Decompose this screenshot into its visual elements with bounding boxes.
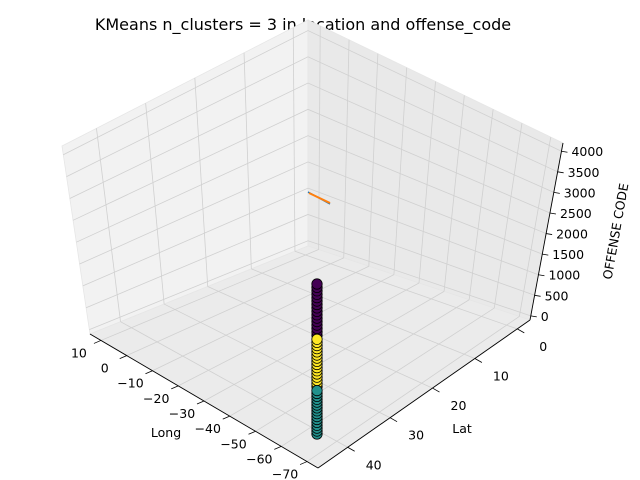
y-tick-label-2: 20 xyxy=(451,398,467,413)
z-tick-mark-4 xyxy=(546,233,553,235)
z-tick-mark-1 xyxy=(534,294,541,297)
scatter-points xyxy=(311,278,323,440)
y-tick-mark-1 xyxy=(474,358,483,363)
x-wall-gridline-4 xyxy=(418,81,436,284)
y-tick-mark-3 xyxy=(389,417,398,423)
y-tick-mark-0 xyxy=(517,328,525,334)
x-wall-gridline-0 xyxy=(318,25,321,250)
x-tick-label-7: −60 xyxy=(246,451,272,466)
z-axis-line xyxy=(529,142,564,321)
x-wall-gridline-6 xyxy=(468,109,494,300)
z-tick-mark-7 xyxy=(557,171,564,174)
x-floor-gridline-5 xyxy=(229,291,445,417)
y-wall-gridline-0 xyxy=(292,27,296,252)
y-wall-gridline-1 xyxy=(243,52,252,269)
z-axis-label: OFFENSE CODE xyxy=(600,182,632,281)
x-tick-label-0: 10 xyxy=(71,345,87,360)
y-tick-label-0: 0 xyxy=(539,339,547,354)
y-floor-gridline-0 xyxy=(294,250,518,330)
x-wall-gridline-1 xyxy=(343,39,350,258)
x-floor-gridline-8 xyxy=(306,316,520,462)
x-wall-gridline-7 xyxy=(493,123,523,309)
z-tick-label-1: 500 xyxy=(545,288,569,303)
x-floor-gridline-1 xyxy=(126,257,344,356)
x-floor-gridline-2 xyxy=(152,265,370,372)
x-axis-label: Long xyxy=(151,425,181,440)
x-tick-label-6: −50 xyxy=(220,436,246,451)
z-gridline-3 xyxy=(79,161,543,265)
x-wall-gridline-8 xyxy=(518,137,552,317)
x-tick-label-8: −70 xyxy=(272,467,298,480)
z-tick-mark-0 xyxy=(530,315,537,318)
y-floor-gridline-4 xyxy=(120,321,348,448)
x-wall-gridline-3 xyxy=(393,67,408,275)
z-gridline-2 xyxy=(82,187,539,287)
x-wall-gridline-2 xyxy=(368,53,379,267)
scatter-point-s1-15 xyxy=(311,333,323,345)
y-axis-line xyxy=(317,319,531,469)
z-gridline-8 xyxy=(63,30,562,156)
x-tick-mark-3 xyxy=(171,385,179,390)
y-wall-gridline-3 xyxy=(145,103,165,305)
z-tick-mark-3 xyxy=(542,253,549,256)
y-axis-label: Lat xyxy=(452,421,472,436)
x-tick-mark-5 xyxy=(222,415,230,420)
z-gridline-5 xyxy=(72,108,551,221)
grid-lines xyxy=(63,25,562,462)
z-gridline-4 xyxy=(76,135,547,243)
x-tick-label-2: −10 xyxy=(117,376,143,391)
axes-panes xyxy=(61,19,564,469)
x-tick-label-1: 0 xyxy=(101,361,109,376)
y-tick-label-3: 30 xyxy=(408,428,424,443)
x-floor-gridline-6 xyxy=(255,299,470,432)
z-tick-label-7: 3500 xyxy=(568,165,600,180)
z-gridline-0 xyxy=(89,240,531,330)
orange-line-segment xyxy=(307,191,331,205)
z-tick-label-3: 1500 xyxy=(552,247,584,262)
z-tick-label-6: 3000 xyxy=(564,185,596,200)
y-wall-gridline-4 xyxy=(96,128,121,322)
y-wall-gridline-2 xyxy=(194,77,209,287)
z-tick-label-8: 4000 xyxy=(571,144,603,159)
x-tick-mark-6 xyxy=(248,430,256,435)
x-tick-label-3: −20 xyxy=(143,391,169,406)
x-floor-gridline-3 xyxy=(178,274,395,387)
z-tick-mark-5 xyxy=(549,212,557,215)
z-gridline-6 xyxy=(69,82,554,199)
z-tick-label-0: 0 xyxy=(541,309,549,324)
z-tick-mark-8 xyxy=(561,150,568,153)
z-tick-label-4: 2000 xyxy=(556,227,588,242)
tick-labels: 10 0 −10−20−30−40−50−60−70 0 10 20 30 40 0 500 100… xyxy=(71,144,603,480)
x-tick-mark-7 xyxy=(274,446,282,450)
scatter-point-s0-15 xyxy=(311,278,323,290)
z-tick-label-5: 2500 xyxy=(560,206,592,221)
scatter-point-s2-15 xyxy=(311,384,323,397)
y-tick-label-1: 10 xyxy=(493,368,509,383)
x-tick-mark-0 xyxy=(93,340,102,344)
x-tick-label-5: −40 xyxy=(195,421,221,436)
y-floor-gridline-3 xyxy=(163,303,391,419)
y-tick-mark-2 xyxy=(432,387,440,393)
x-tick-mark-4 xyxy=(196,400,205,405)
y-tick-label-4: 40 xyxy=(366,457,382,472)
x-floor-gridline-0 xyxy=(100,249,319,341)
z-tick-mark-6 xyxy=(553,192,560,194)
x-tick-mark-1 xyxy=(119,355,127,359)
z-gridline-1 xyxy=(85,214,535,309)
z-tick-label-2: 1000 xyxy=(548,268,580,283)
z-gridline-7 xyxy=(66,56,558,177)
x-wall-gridline-5 xyxy=(443,95,465,292)
x-tick-mark-8 xyxy=(299,461,308,465)
x-tick-mark-2 xyxy=(145,370,153,375)
x-tick-label-4: −30 xyxy=(169,406,195,421)
segment-line xyxy=(308,192,331,204)
z-tick-mark-2 xyxy=(538,274,545,277)
y-tick-mark-4 xyxy=(347,446,355,452)
y-floor-gridline-1 xyxy=(251,268,476,359)
